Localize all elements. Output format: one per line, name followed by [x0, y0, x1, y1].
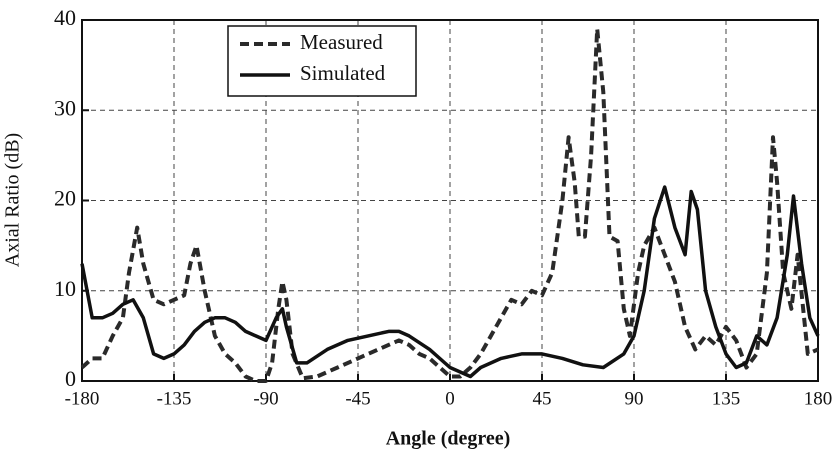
x-tick-label: -180: [65, 388, 100, 409]
legend-label: Simulated: [300, 61, 386, 85]
x-tick-label: -135: [157, 388, 192, 409]
series-line: [80, 27, 819, 383]
x-tick-label: 90: [625, 388, 644, 409]
y-tick-label: 40: [54, 5, 76, 30]
legend-box: [227, 25, 417, 97]
x-tick-label: 45: [533, 388, 552, 409]
y-tick-label: 0: [65, 366, 76, 391]
series-line: [80, 185, 820, 379]
x-tick-label: -45: [345, 388, 370, 409]
x-tick-label: 180: [804, 388, 833, 409]
y-tick-label: 10: [54, 276, 76, 301]
y-tick-label: 30: [54, 95, 76, 120]
x-tick-label: -90: [253, 388, 278, 409]
y-tick-label: 20: [54, 186, 76, 211]
legend-label: Measured: [300, 30, 383, 54]
y-axis-label: Axial Ratio (dB): [2, 133, 24, 267]
x-tick-label: 135: [712, 388, 741, 409]
plot-frame: [81, 19, 819, 382]
x-tick-label: 0: [445, 388, 455, 409]
x-axis-label: Angle (degree): [386, 428, 511, 450]
